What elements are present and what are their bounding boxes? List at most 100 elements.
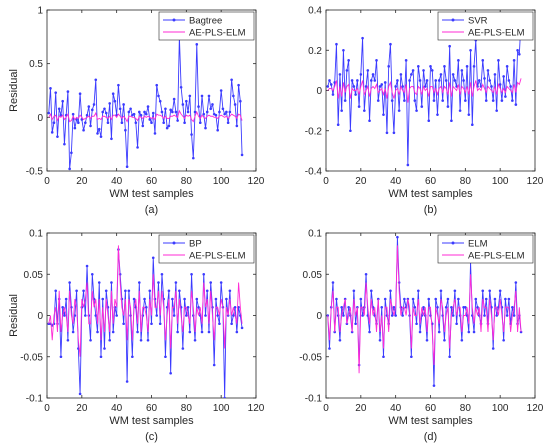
legend-label: AE-PLS-ELM: [468, 28, 525, 39]
data-point: [498, 289, 502, 293]
panel-caption: (b): [424, 204, 437, 216]
data-point: [82, 289, 85, 293]
data-point: [497, 59, 500, 62]
data-point: [448, 44, 451, 48]
data-point: [495, 109, 498, 112]
data-point: [450, 305, 453, 309]
x-tick-label: 40: [390, 403, 402, 414]
data-point: [383, 297, 387, 301]
data-point: [418, 330, 422, 334]
data-point: [228, 110, 232, 114]
y-tick-label: -0.1: [305, 394, 323, 405]
data-point: [61, 99, 64, 103]
data-point: [477, 79, 481, 82]
data-point: [120, 121, 124, 124]
y-tick-label: 0.2: [308, 46, 322, 57]
data-point: [185, 99, 188, 103]
data-point: [66, 338, 70, 342]
data-point: [176, 119, 179, 122]
data-point: [78, 92, 82, 96]
data-point: [164, 107, 167, 111]
data-point: [223, 112, 226, 116]
x-tick-label: 0: [323, 403, 329, 414]
data-point: [90, 108, 94, 112]
data-point: [457, 297, 460, 301]
data-point: [404, 59, 408, 62]
data-point: [411, 69, 415, 72]
data-point: [462, 79, 465, 82]
data-point: [136, 330, 139, 334]
data-point: [505, 314, 509, 317]
data-point: [111, 330, 115, 334]
data-point: [439, 73, 443, 76]
data-point: [349, 129, 352, 133]
data-point: [434, 297, 438, 301]
chart-panel-2: 0 20 40 60 80 100 120 -0.4 -0.2 0 0.2 0.4 WM test sa…: [305, 6, 544, 217]
data-point: [389, 42, 392, 46]
x-axis-label: WM test samples: [109, 188, 194, 200]
data-point: [50, 131, 54, 134]
data-point: [498, 83, 502, 86]
data-point: [228, 289, 232, 293]
data-point: [504, 297, 507, 301]
data-point: [516, 48, 519, 52]
data-point: [403, 297, 406, 301]
data-point: [342, 48, 345, 52]
data-point: [373, 79, 377, 82]
data-point: [342, 314, 345, 317]
data-point: [232, 94, 235, 98]
data-point: [328, 347, 331, 350]
data-point: [153, 132, 157, 135]
data-point: [181, 347, 185, 350]
data-point: [138, 110, 141, 114]
data-point: [92, 103, 96, 106]
series-line: [327, 245, 522, 374]
data-point: [240, 153, 244, 157]
data-point: [78, 392, 82, 396]
x-tick-label: 20: [76, 403, 88, 414]
data-point: [335, 42, 338, 46]
data-point: [138, 281, 141, 284]
data-point: [183, 121, 186, 124]
y-tick-label: -0.2: [305, 126, 323, 137]
data-point: [205, 289, 209, 293]
data-point: [178, 289, 181, 293]
data-point: [458, 109, 462, 112]
data-point: [216, 128, 219, 132]
legend-marker: [451, 18, 455, 22]
data-point: [465, 65, 469, 68]
data-point: [382, 355, 385, 359]
data-point: [141, 124, 145, 128]
data-point: [212, 363, 216, 367]
data-point: [434, 79, 438, 82]
data-point: [132, 112, 136, 116]
data-point: [467, 113, 471, 116]
data-point: [490, 85, 493, 88]
data-point: [198, 121, 202, 124]
data-point: [444, 305, 448, 309]
x-tick-label: 40: [111, 403, 123, 414]
data-point: [390, 99, 394, 102]
data-point: [54, 289, 58, 293]
data-point: [444, 79, 448, 82]
data-point: [368, 330, 371, 334]
data-point: [383, 81, 387, 84]
data-point: [218, 322, 221, 326]
x-tick-label: 40: [390, 176, 402, 187]
data-point: [63, 142, 66, 146]
data-point: [157, 281, 160, 284]
data-point: [359, 73, 363, 76]
x-tick-label: 60: [146, 176, 158, 187]
data-point: [122, 103, 125, 106]
data-point: [200, 330, 204, 334]
data-point: [146, 105, 150, 108]
data-point: [77, 121, 80, 124]
data-point: [417, 65, 420, 68]
legend-marker: [172, 18, 176, 22]
data-point: [352, 85, 356, 88]
x-tick-label: 20: [355, 176, 367, 187]
data-point: [87, 105, 91, 108]
data-point: [437, 79, 441, 82]
